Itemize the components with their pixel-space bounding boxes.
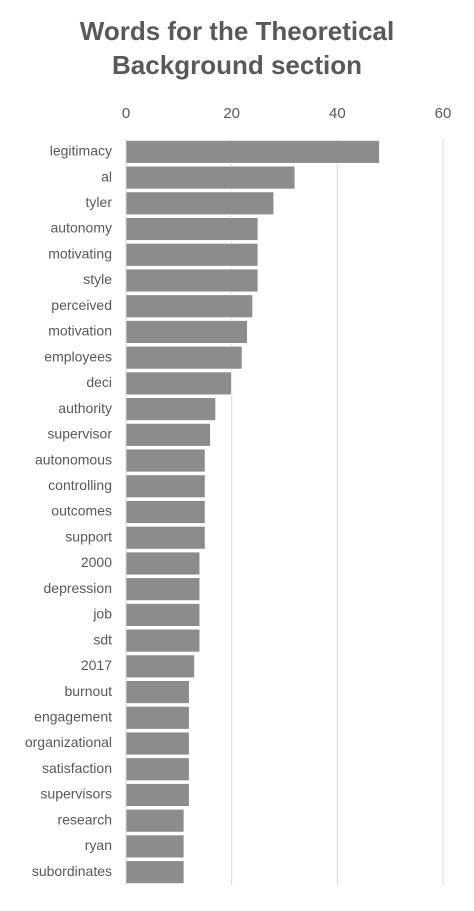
bar: [125, 834, 185, 859]
bar: [125, 165, 296, 190]
bar: [125, 679, 190, 705]
bar: [125, 474, 206, 499]
y-tick-label: burnout: [65, 683, 113, 699]
bar: [125, 731, 190, 756]
y-tick-label: ryan: [85, 837, 112, 853]
bar: [125, 216, 259, 242]
chart-title: Words for the Theoretical Background sec…: [79, 16, 395, 80]
bar: [125, 345, 243, 370]
bar: [125, 139, 381, 164]
bar: [125, 499, 206, 525]
x-tick-label: 0: [122, 105, 130, 122]
bar: [125, 191, 275, 216]
bar: [125, 422, 212, 447]
y-tick-label: al: [101, 168, 112, 184]
y-tick-label: tyler: [86, 194, 113, 210]
bar: [125, 268, 259, 293]
y-tick-label: controlling: [48, 477, 112, 493]
bar: [125, 448, 206, 473]
bar: [125, 577, 201, 602]
bar: [125, 808, 185, 833]
bar: [125, 628, 201, 653]
bar: [125, 371, 233, 396]
y-tick-label: outcomes: [51, 503, 112, 519]
y-tick-label: authority: [58, 400, 112, 416]
y-tick-label: perceived: [51, 297, 112, 313]
y-tick-label: engagement: [34, 708, 112, 724]
y-tick-label: 2000: [81, 554, 112, 570]
y-tick-label: autonomy: [51, 220, 112, 236]
y-tick-label: legitimacy: [50, 143, 112, 159]
y-tick-label: support: [65, 528, 112, 544]
y-tick-label: supervisor: [47, 426, 112, 442]
y-tick-label: motivating: [48, 245, 112, 261]
bar: [125, 782, 190, 808]
y-tick-label: satisfaction: [42, 760, 112, 776]
y-tick-label: motivation: [48, 323, 112, 339]
y-tick-label: job: [92, 606, 112, 622]
y-tick-label: research: [58, 811, 112, 827]
bar: [125, 397, 217, 422]
bar: [125, 551, 201, 576]
bar: [125, 525, 206, 550]
y-tick-label: organizational: [25, 734, 112, 750]
y-tick-label: 2017: [81, 657, 112, 673]
bar: [125, 654, 196, 679]
y-tick-label: sdt: [93, 631, 112, 647]
y-tick-label: style: [83, 271, 112, 287]
bar: [125, 294, 254, 319]
bar: [125, 242, 259, 267]
x-tick-label: 40: [329, 105, 346, 122]
y-tick-label: deci: [86, 374, 112, 390]
bar: [125, 757, 190, 782]
bar: [125, 860, 185, 885]
y-tick-label: depression: [44, 580, 113, 596]
y-tick-label: autonomous: [35, 451, 112, 467]
y-tick-label: employees: [44, 348, 112, 364]
x-tick-label: 20: [223, 105, 240, 122]
y-tick-label: supervisors: [40, 786, 112, 802]
y-tick-label: subordinates: [32, 863, 112, 879]
bar: [125, 705, 190, 730]
x-tick-label: 60: [435, 105, 452, 122]
bar: [125, 319, 249, 345]
bar: [125, 602, 201, 627]
